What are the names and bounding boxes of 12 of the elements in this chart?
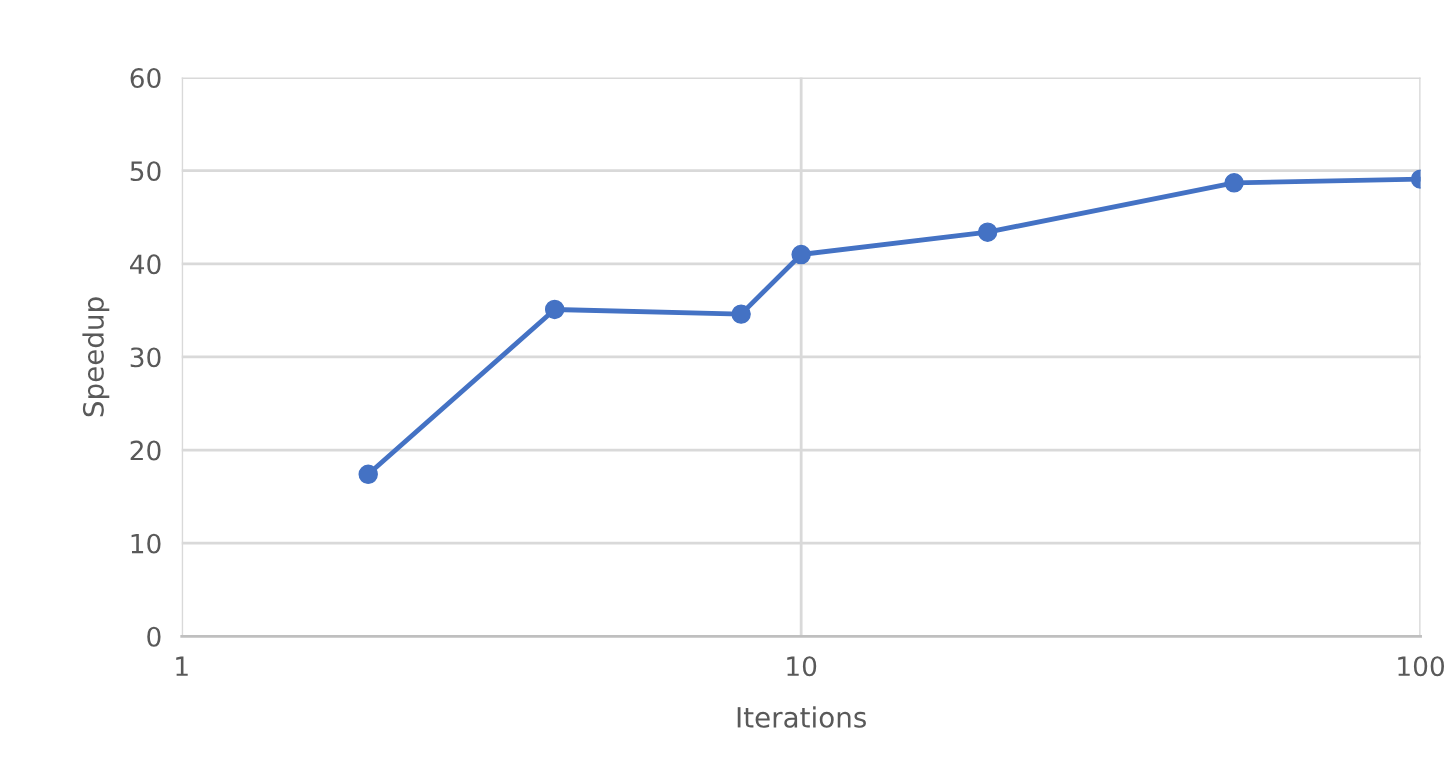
y-tick-label: 20 bbox=[130, 440, 161, 461]
x-tick-label: 1 bbox=[176, 656, 188, 676]
x-tick-label: 10 bbox=[787, 656, 817, 677]
x-tick-label: 100 bbox=[1398, 656, 1444, 677]
y-tick-label: 40 bbox=[130, 254, 161, 275]
y-tick-label: 60 bbox=[130, 68, 161, 88]
y-tick-label: 30 bbox=[130, 347, 161, 368]
y-tick-label: 0 bbox=[147, 626, 161, 647]
y-axis-title: Speedup bbox=[82, 297, 110, 417]
x-axis-title: Iterations bbox=[737, 706, 866, 728]
y-tick-label: 10 bbox=[131, 533, 161, 554]
y-tick-label: 50 bbox=[130, 161, 161, 182]
